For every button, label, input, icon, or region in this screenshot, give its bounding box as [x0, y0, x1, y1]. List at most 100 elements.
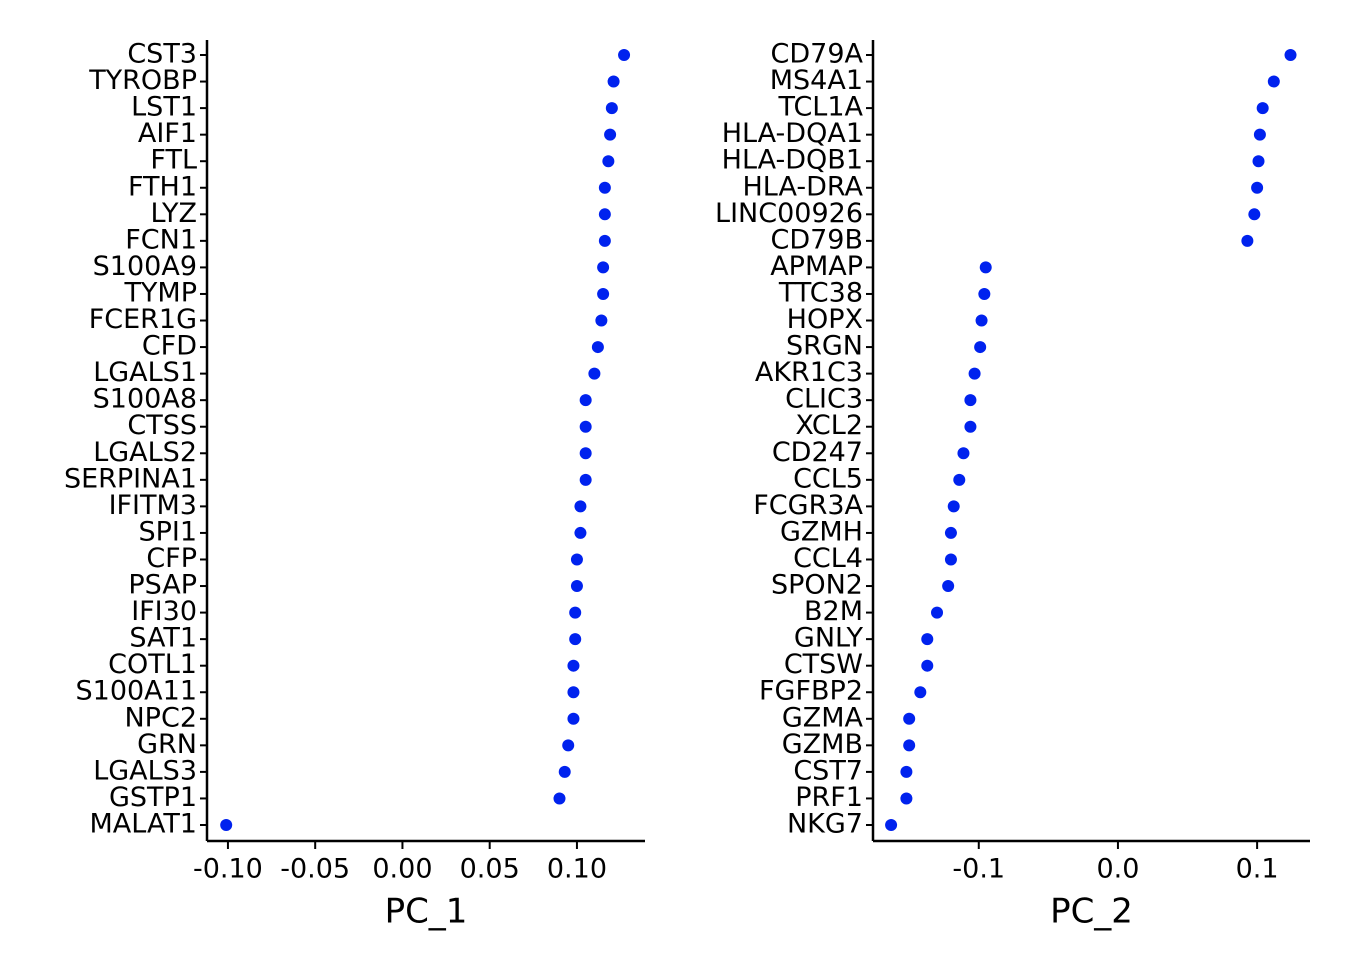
- dot: [602, 155, 615, 168]
- y-tick-label: GZMH: [780, 516, 863, 547]
- dot: [570, 553, 583, 566]
- dot: [618, 49, 631, 61]
- y-tick-label: HLA-DRA: [742, 171, 863, 202]
- dot: [579, 394, 592, 407]
- x-tick-label: -0.05: [280, 854, 350, 885]
- dot: [975, 314, 988, 327]
- dot: [979, 261, 992, 274]
- y-tick-label: CCL5: [793, 463, 863, 494]
- y-tick-label: TCL1A: [778, 92, 864, 123]
- dot: [604, 128, 617, 141]
- y-tick-label: SRGN: [786, 331, 863, 362]
- axis-title: PC_1: [385, 892, 468, 932]
- x-tick-label: 0.05: [460, 854, 520, 885]
- dot: [903, 712, 916, 725]
- x-tick-label: 0.10: [547, 854, 607, 885]
- y-tick-label: COTL1: [108, 649, 197, 680]
- y-tick-label: SERPINA1: [64, 463, 197, 494]
- dot: [942, 580, 955, 593]
- y-tick-label: FCER1G: [89, 304, 197, 335]
- y-tick-label: FCGR3A: [753, 490, 863, 521]
- y-tick-label: CTSW: [784, 649, 863, 680]
- y-tick-label: CD79A: [771, 39, 864, 70]
- y-tick-label: NKG7: [787, 809, 863, 840]
- y-tick-label: S100A8: [93, 384, 197, 415]
- y-tick-label: LGALS1: [93, 357, 197, 388]
- dot: [903, 739, 916, 752]
- dot: [579, 473, 592, 486]
- y-tick-label: CLIC3: [785, 384, 863, 415]
- y-tick-label: APMAP: [770, 251, 863, 282]
- dot: [1252, 155, 1265, 168]
- y-tick-label: PRF1: [795, 782, 863, 813]
- y-tick-label: HOPX: [787, 304, 863, 335]
- y-tick-label: IFI30: [131, 596, 197, 627]
- dot: [558, 765, 571, 778]
- y-tick-label: SAT1: [129, 623, 197, 654]
- y-tick-label: NPC2: [124, 702, 197, 733]
- y-tick-label: XCL2: [795, 410, 863, 441]
- y-tick-label: FCN1: [125, 224, 197, 255]
- x-tick-label: 0.0: [1096, 854, 1139, 885]
- y-tick-label: AIF1: [138, 118, 197, 149]
- dot: [588, 367, 601, 380]
- dot: [1253, 128, 1266, 141]
- y-tick-label: CST3: [127, 39, 197, 70]
- dot: [597, 287, 610, 300]
- dot: [553, 792, 566, 805]
- y-tick-label: LGALS3: [93, 755, 197, 786]
- dot: [1241, 234, 1254, 247]
- y-tick-label: CST7: [793, 755, 863, 786]
- dot: [1284, 49, 1297, 61]
- y-tick-label: GZMA: [782, 702, 864, 733]
- dot: [968, 367, 981, 380]
- dot: [595, 314, 608, 327]
- x-tick-label: 0.1: [1236, 854, 1279, 885]
- y-tick-label: SPI1: [138, 516, 197, 547]
- y-tick-label: LST1: [131, 92, 197, 123]
- dot: [1248, 208, 1261, 221]
- axis-title: PC_2: [1050, 892, 1133, 932]
- dot: [570, 580, 583, 593]
- x-tick-label: -0.10: [193, 854, 263, 885]
- y-tick-label: HLA-DQB1: [722, 145, 863, 176]
- dot: [567, 712, 580, 725]
- dot: [900, 792, 913, 805]
- x-tick-label: -0.1: [952, 854, 1005, 885]
- dot: [885, 819, 898, 831]
- y-tick-label: CFP: [146, 543, 197, 574]
- dot: [900, 765, 913, 778]
- y-tick-label: TTC38: [778, 277, 863, 308]
- y-tick-label: S100A9: [93, 251, 197, 282]
- dot: [605, 102, 618, 115]
- y-tick-label: FGFBP2: [759, 676, 863, 707]
- dot: [1267, 75, 1280, 88]
- y-tick-label: GRN: [137, 729, 197, 760]
- dot: [964, 394, 977, 407]
- dot: [964, 420, 977, 433]
- dot: [953, 473, 966, 486]
- y-tick-label: S100A11: [76, 676, 198, 707]
- dot: [220, 819, 233, 831]
- y-tick-label: CCL4: [793, 543, 863, 574]
- y-tick-label: LYZ: [151, 198, 197, 229]
- y-tick-label: CFD: [142, 331, 197, 362]
- y-tick-label: PSAP: [128, 570, 197, 601]
- dot: [607, 75, 620, 88]
- y-tick-label: SPON2: [771, 570, 863, 601]
- dot: [974, 341, 987, 354]
- dot: [574, 526, 587, 539]
- y-tick-label: FTL: [150, 145, 197, 176]
- dot: [921, 633, 934, 646]
- y-tick-label: GSTP1: [109, 782, 197, 813]
- y-tick-label: TYROBP: [88, 65, 197, 96]
- dot: [567, 659, 580, 672]
- y-tick-label: MS4A1: [770, 65, 863, 96]
- dot: [921, 659, 934, 672]
- y-tick-label: CD247: [772, 437, 863, 468]
- y-tick-label: CTSS: [127, 410, 197, 441]
- dot: [598, 181, 611, 194]
- dot: [579, 447, 592, 460]
